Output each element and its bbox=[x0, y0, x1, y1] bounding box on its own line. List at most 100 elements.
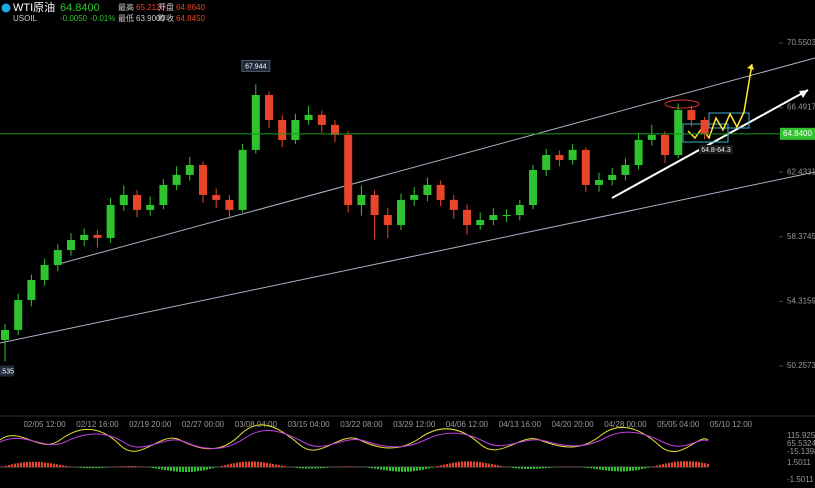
macd-bar bbox=[617, 467, 619, 472]
stat-value: 64.8640 bbox=[176, 3, 205, 12]
macd-bar bbox=[527, 467, 529, 469]
macd-bar bbox=[68, 466, 70, 467]
macd-bar bbox=[152, 467, 154, 469]
macd-bar bbox=[470, 461, 472, 467]
macd-bar bbox=[197, 467, 199, 472]
macd-bar bbox=[536, 467, 538, 469]
macd-bar bbox=[257, 461, 259, 467]
macd-bar bbox=[272, 463, 274, 467]
macd-bar bbox=[305, 467, 307, 469]
macd-bar bbox=[281, 465, 283, 467]
candle-body bbox=[423, 184, 432, 195]
macd-bar bbox=[47, 462, 49, 467]
candle-body bbox=[595, 179, 603, 185]
macd-bar bbox=[149, 467, 151, 468]
macd-bar bbox=[551, 467, 553, 468]
macd-bar bbox=[299, 467, 301, 469]
candle-body bbox=[344, 134, 353, 205]
macd-bar bbox=[50, 463, 52, 467]
stat-value: 64.8450 bbox=[176, 14, 205, 23]
candle-body bbox=[133, 194, 141, 210]
candle-body bbox=[67, 240, 75, 251]
macd-bar bbox=[170, 467, 172, 471]
macd-bar bbox=[212, 467, 214, 469]
macd-bar bbox=[302, 467, 304, 469]
macd-bar bbox=[683, 461, 685, 467]
x-tick-label: 03/15 04:00 bbox=[287, 420, 330, 429]
change-pct: -0.01% bbox=[90, 14, 115, 23]
macd-bar bbox=[59, 464, 61, 467]
macd-bar bbox=[389, 467, 391, 471]
candle-body bbox=[212, 194, 221, 200]
macd-bar bbox=[26, 461, 28, 467]
candle-body bbox=[93, 234, 102, 238]
macd-bar bbox=[323, 467, 325, 468]
macd-bar bbox=[602, 467, 604, 471]
macd-bar bbox=[671, 462, 673, 467]
macd-bar bbox=[167, 467, 169, 471]
macd-bar bbox=[182, 467, 184, 473]
macd-bar bbox=[38, 461, 40, 467]
macd-bar bbox=[629, 467, 631, 472]
macd-bar bbox=[542, 467, 544, 469]
macd-bar bbox=[89, 467, 91, 469]
macd-bar bbox=[245, 461, 247, 467]
stat-label: 最高 bbox=[118, 2, 134, 12]
macd-bar bbox=[623, 467, 625, 472]
macd-bar bbox=[17, 463, 19, 467]
candle-body bbox=[146, 204, 155, 210]
macd-bar bbox=[41, 462, 43, 467]
macd-bar bbox=[209, 467, 211, 469]
macd-bar bbox=[230, 463, 232, 467]
macd-bar bbox=[191, 467, 193, 472]
macd-bar bbox=[80, 467, 82, 468]
candle-body bbox=[397, 199, 405, 226]
drawings bbox=[0, 57, 815, 344]
candle-body bbox=[410, 194, 419, 200]
symbol[interactable]: WTI原油 bbox=[13, 0, 55, 14]
macd-bar bbox=[401, 467, 403, 472]
macd-bar bbox=[611, 467, 613, 472]
macd-bar bbox=[20, 462, 22, 467]
x-tick-label: 05/05 04:00 bbox=[657, 420, 700, 429]
macd-bar bbox=[404, 467, 406, 472]
macd-bar bbox=[128, 466, 130, 467]
macd-bar bbox=[497, 465, 499, 467]
candle-body bbox=[687, 109, 696, 120]
indicator-tick: -1.5011 bbox=[787, 475, 814, 484]
x-tick-label: 02/12 16:00 bbox=[76, 420, 119, 429]
macd-bar bbox=[407, 467, 409, 472]
macd-bar bbox=[263, 462, 265, 467]
macd-bar bbox=[614, 467, 616, 472]
candle-body bbox=[304, 114, 313, 120]
price-tag-bg bbox=[780, 127, 815, 140]
candle-body bbox=[265, 94, 273, 120]
macd-bar bbox=[692, 461, 694, 467]
macd-bar bbox=[452, 462, 454, 467]
macd-bar bbox=[53, 463, 55, 467]
macd-bar bbox=[518, 467, 520, 469]
macd-bar bbox=[482, 462, 484, 467]
macd-bar bbox=[293, 467, 295, 468]
macd-bar bbox=[173, 467, 175, 472]
candle-body bbox=[674, 109, 683, 156]
candle-body bbox=[199, 165, 207, 195]
macd-bar bbox=[680, 461, 682, 467]
macd-bar bbox=[440, 465, 442, 467]
macd-bar bbox=[419, 467, 421, 471]
macd-bar bbox=[326, 467, 328, 468]
macd-bar bbox=[392, 467, 394, 472]
macd-bar bbox=[380, 467, 382, 470]
stat-label: 最低 bbox=[118, 13, 134, 23]
macd-bar bbox=[500, 465, 502, 467]
x-tick-label: 03/22 08:00 bbox=[340, 420, 383, 429]
macd-bar bbox=[512, 467, 514, 468]
macd-bar bbox=[371, 467, 373, 469]
indicator-tick: 65.5324 bbox=[787, 439, 815, 448]
macd-bar bbox=[485, 462, 487, 467]
candle-body bbox=[106, 204, 115, 238]
macd-bar bbox=[23, 462, 25, 467]
macd-bar bbox=[626, 467, 628, 472]
macd-bar bbox=[599, 467, 601, 470]
